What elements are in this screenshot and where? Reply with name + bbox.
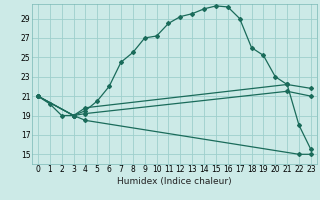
X-axis label: Humidex (Indice chaleur): Humidex (Indice chaleur) [117,177,232,186]
